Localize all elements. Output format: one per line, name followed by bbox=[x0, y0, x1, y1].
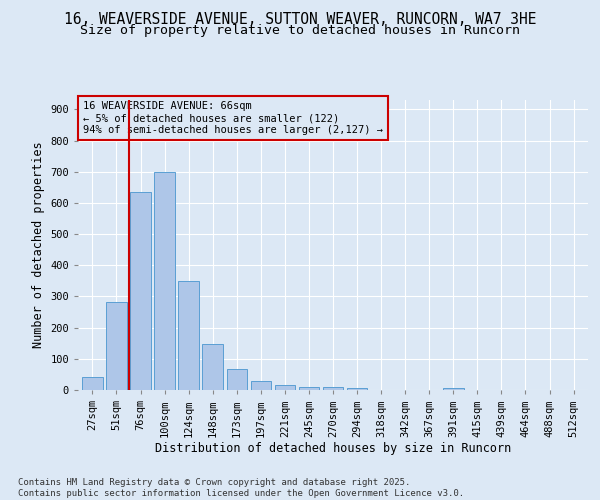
Text: Size of property relative to detached houses in Runcorn: Size of property relative to detached ho… bbox=[80, 24, 520, 37]
Bar bbox=[299, 386, 319, 390]
Y-axis label: Number of detached properties: Number of detached properties bbox=[32, 142, 44, 348]
Bar bbox=[154, 172, 175, 390]
Bar bbox=[323, 387, 343, 390]
Bar bbox=[178, 280, 199, 390]
Bar bbox=[443, 388, 464, 390]
Bar bbox=[251, 381, 271, 390]
Text: 16 WEAVERSIDE AVENUE: 66sqm
← 5% of detached houses are smaller (122)
94% of sem: 16 WEAVERSIDE AVENUE: 66sqm ← 5% of deta… bbox=[83, 102, 383, 134]
Text: 16, WEAVERSIDE AVENUE, SUTTON WEAVER, RUNCORN, WA7 3HE: 16, WEAVERSIDE AVENUE, SUTTON WEAVER, RU… bbox=[64, 12, 536, 28]
X-axis label: Distribution of detached houses by size in Runcorn: Distribution of detached houses by size … bbox=[155, 442, 511, 455]
Bar bbox=[347, 388, 367, 390]
Bar bbox=[227, 369, 247, 390]
Bar bbox=[275, 385, 295, 390]
Bar bbox=[82, 376, 103, 390]
Bar bbox=[202, 344, 223, 390]
Text: Contains HM Land Registry data © Crown copyright and database right 2025.
Contai: Contains HM Land Registry data © Crown c… bbox=[18, 478, 464, 498]
Bar bbox=[130, 192, 151, 390]
Bar bbox=[106, 302, 127, 390]
